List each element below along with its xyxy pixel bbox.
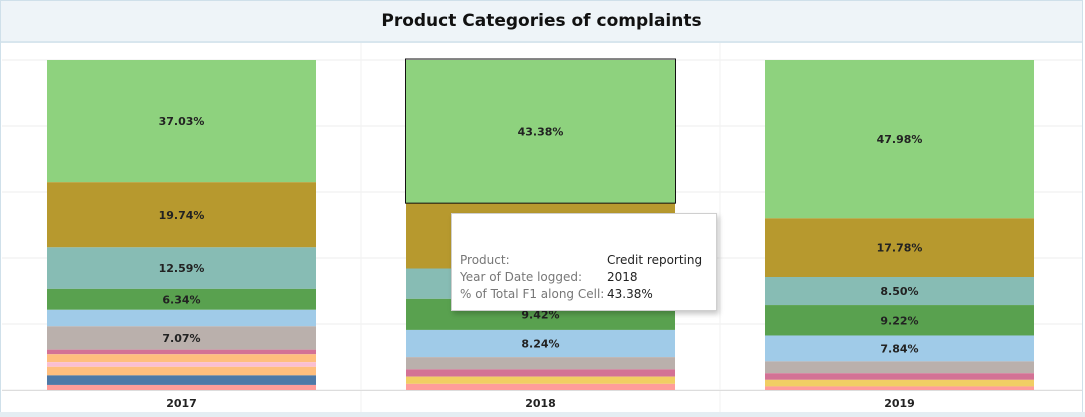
bar-segment[interactable] <box>406 357 675 370</box>
data-label: 17.78% <box>877 242 923 255</box>
bar-segment[interactable] <box>406 60 675 204</box>
bar-segment[interactable] <box>47 349 316 355</box>
data-label: 12.59% <box>159 262 205 275</box>
title-bar: Product Categories of complaints <box>1 1 1082 43</box>
bar-segment[interactable] <box>765 60 1034 219</box>
data-label: 7.07% <box>162 332 200 345</box>
bar-segment[interactable] <box>406 329 675 358</box>
x-tick-label: 2018 <box>525 397 556 410</box>
tooltip-value: 2018 <box>607 270 638 284</box>
bar-segment[interactable] <box>765 305 1034 336</box>
data-label: 9.42% <box>521 308 559 321</box>
x-tick-label: 2017 <box>166 397 197 410</box>
data-label: 7.84% <box>880 342 918 355</box>
chart-title: Product Categories of complaints <box>381 11 702 31</box>
data-label: 9.22% <box>880 314 918 327</box>
data-label: 19.74% <box>159 209 205 222</box>
bar-segment[interactable] <box>765 361 1034 374</box>
bar-segment[interactable] <box>765 373 1034 380</box>
bar-segment[interactable] <box>406 376 675 384</box>
x-tick-label: 2019 <box>884 397 915 410</box>
bar-segment[interactable] <box>47 384 316 390</box>
bar-segment[interactable] <box>765 218 1034 278</box>
bar-segment[interactable] <box>765 386 1034 390</box>
tooltip-label: Product: <box>460 253 510 267</box>
data-label: 47.98% <box>877 133 923 146</box>
data-label: 8.24% <box>521 338 559 351</box>
bar-segment[interactable] <box>406 383 675 390</box>
data-label: 37.03% <box>159 115 205 128</box>
selected-segment-outline <box>405 58 676 204</box>
bar-segment[interactable] <box>47 309 316 327</box>
tooltip-label: Year of Date logged: <box>460 270 583 284</box>
bar-segment[interactable] <box>47 354 316 363</box>
bar-segment[interactable] <box>47 366 316 376</box>
tooltip-value: 43.38% <box>607 287 653 301</box>
bar-segment[interactable] <box>47 182 316 248</box>
bar-segment[interactable] <box>406 369 675 377</box>
tooltip-row-percent: % of Total F1 along Cell: 43.38% <box>460 286 716 303</box>
bar-segment[interactable] <box>47 247 316 289</box>
bar-segment[interactable] <box>47 288 316 310</box>
tooltip-row-year: Year of Date logged: 2018 <box>460 269 716 286</box>
bar-segment[interactable] <box>765 277 1034 306</box>
bar-segment[interactable] <box>47 375 316 385</box>
chart-tooltip: Product: Credit reporting Year of Date l… <box>451 213 717 311</box>
bottom-strip <box>0 412 1085 417</box>
tooltip-label: % of Total F1 along Cell: <box>460 287 605 301</box>
data-label: 8.50% <box>880 285 918 298</box>
bar-segment[interactable] <box>47 60 316 183</box>
bar-segment[interactable] <box>765 335 1034 362</box>
tooltip-value: Credit reporting <box>607 253 703 267</box>
bar-segment[interactable] <box>47 362 316 367</box>
tooltip-row-product: Product: Credit reporting <box>460 252 716 269</box>
data-label: 43.38% <box>518 126 564 139</box>
data-label: 6.34% <box>162 293 200 306</box>
bar-segment[interactable] <box>47 326 316 350</box>
bar-segment[interactable] <box>765 379 1034 387</box>
